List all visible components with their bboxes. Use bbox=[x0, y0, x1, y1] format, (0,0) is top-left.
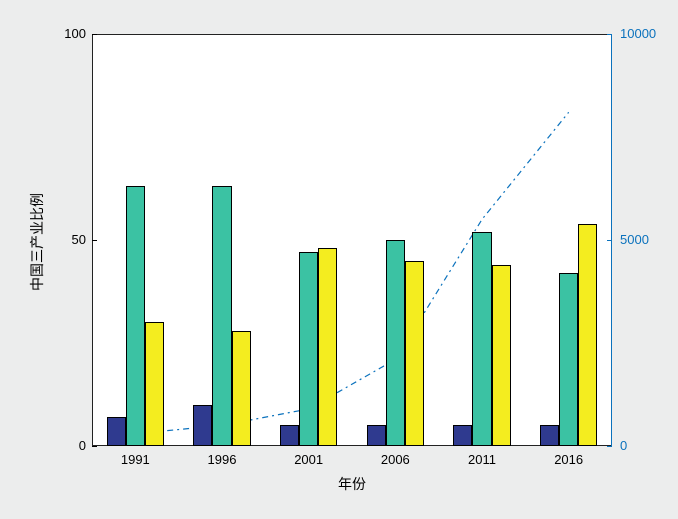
bar-series2 bbox=[299, 252, 318, 446]
y-left-tick bbox=[92, 240, 97, 241]
x-tick-label: 2001 bbox=[284, 452, 334, 467]
y-right-axis-line bbox=[611, 34, 612, 446]
bar-series2 bbox=[386, 240, 405, 446]
x-tick-label: 2016 bbox=[544, 452, 594, 467]
bar-series3 bbox=[492, 265, 511, 446]
x-tick-label: 1996 bbox=[197, 452, 247, 467]
y-left-tick-label: 0 bbox=[36, 438, 86, 453]
bar-series1 bbox=[107, 417, 126, 446]
x-axis-label: 年份 bbox=[302, 474, 402, 494]
y-right-tick-label: 0 bbox=[620, 438, 627, 453]
x-tick-label: 1991 bbox=[110, 452, 160, 467]
bar-series3 bbox=[405, 261, 424, 446]
bar-series2 bbox=[559, 273, 578, 446]
bar-series2 bbox=[472, 232, 491, 446]
bar-series3 bbox=[145, 322, 164, 446]
y-left-tick-label: 100 bbox=[36, 26, 86, 41]
chart-container: 中国三产业比例 年份 05010005000100001991199620012… bbox=[0, 0, 678, 519]
bar-series2 bbox=[126, 186, 145, 446]
bar-series1 bbox=[540, 425, 559, 446]
bar-series1 bbox=[367, 425, 386, 446]
y-right-tick-label: 5000 bbox=[620, 232, 649, 247]
bar-series1 bbox=[280, 425, 299, 446]
plot-area bbox=[92, 34, 612, 446]
bar-series1 bbox=[453, 425, 472, 446]
y-left-tick-label: 50 bbox=[36, 232, 86, 247]
y-left-tick bbox=[92, 446, 97, 447]
y-left-tick bbox=[92, 34, 97, 35]
bar-series2 bbox=[212, 186, 231, 446]
y-right-tick bbox=[607, 446, 612, 447]
x-tick-label: 2011 bbox=[457, 452, 507, 467]
bar-series3 bbox=[578, 224, 597, 446]
bar-series3 bbox=[318, 248, 337, 446]
y-right-tick-label: 10000 bbox=[620, 26, 656, 41]
bar-series3 bbox=[232, 331, 251, 446]
bar-series1 bbox=[193, 405, 212, 446]
x-tick-label: 2006 bbox=[370, 452, 420, 467]
